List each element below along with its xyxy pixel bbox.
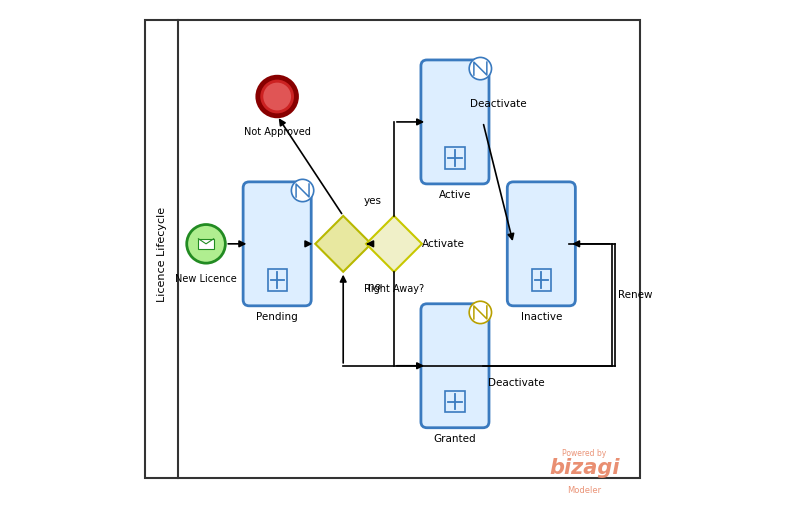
FancyBboxPatch shape: [243, 182, 311, 306]
Text: no: no: [368, 282, 381, 292]
Text: New Licence: New Licence: [175, 274, 237, 284]
FancyBboxPatch shape: [145, 20, 641, 478]
Text: Licence Lifecycle: Licence Lifecycle: [157, 206, 167, 302]
Circle shape: [292, 179, 314, 202]
Text: Granted: Granted: [433, 434, 476, 444]
Text: Right Away?: Right Away?: [364, 284, 424, 295]
Circle shape: [187, 225, 225, 263]
Polygon shape: [366, 216, 422, 272]
Text: Modeler: Modeler: [567, 486, 601, 495]
Circle shape: [263, 83, 291, 110]
Text: Powered by: Powered by: [563, 449, 607, 458]
Text: Renew: Renew: [618, 290, 652, 300]
FancyBboxPatch shape: [421, 304, 489, 428]
Circle shape: [469, 57, 492, 80]
Polygon shape: [315, 216, 371, 272]
Text: Deactivate: Deactivate: [470, 99, 526, 109]
Text: bizagi: bizagi: [549, 458, 619, 478]
Text: Not Approved: Not Approved: [243, 127, 310, 137]
FancyBboxPatch shape: [507, 182, 575, 306]
Text: Activate: Activate: [422, 239, 465, 249]
FancyBboxPatch shape: [199, 239, 214, 249]
Text: Pending: Pending: [256, 312, 298, 323]
Text: Active: Active: [439, 190, 471, 201]
Text: Deactivate: Deactivate: [488, 378, 545, 389]
Text: Inactive: Inactive: [521, 312, 562, 323]
Circle shape: [258, 77, 296, 116]
FancyBboxPatch shape: [421, 60, 489, 184]
Text: yes: yes: [363, 196, 381, 206]
Circle shape: [469, 301, 492, 324]
